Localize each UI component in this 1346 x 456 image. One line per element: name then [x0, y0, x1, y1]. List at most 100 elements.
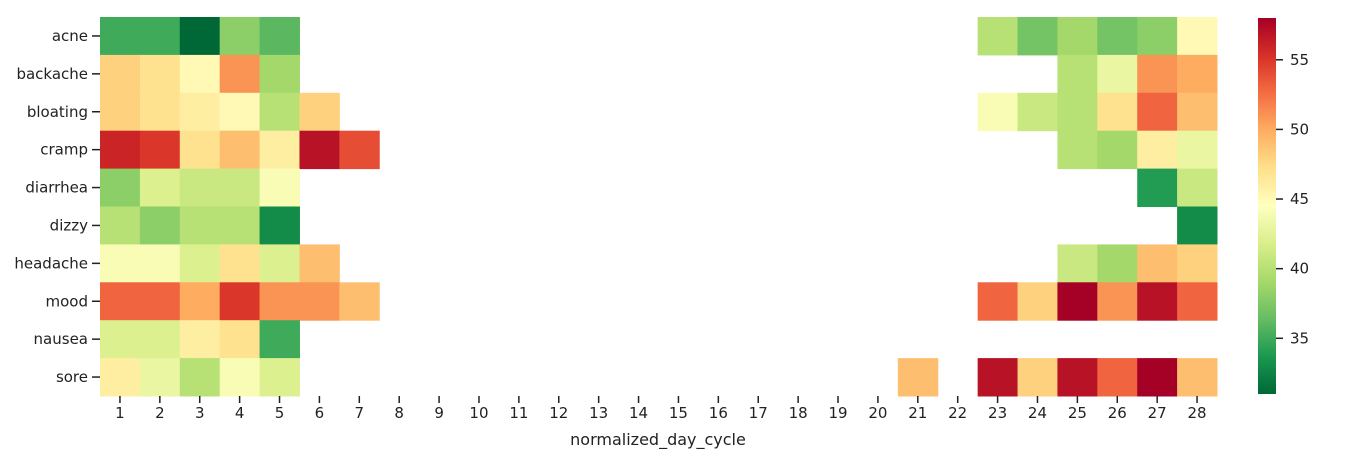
- heatmap-cell: [259, 92, 300, 132]
- y-tick-label: mood: [46, 292, 89, 310]
- x-tick-label: 1: [115, 404, 125, 422]
- heatmap-cells: [100, 17, 1218, 397]
- heatmap-cell: [259, 320, 300, 359]
- heatmap-cell: [1017, 282, 1058, 321]
- heatmap-cell: [100, 320, 141, 359]
- heatmap-cell: [1137, 358, 1178, 397]
- y-axis: acne backache bloating cramp diarrhea dizzy he…: [14, 27, 100, 386]
- heatmap-cell: [1137, 92, 1178, 132]
- heatmap-cell: [219, 17, 261, 56]
- heatmap-cell: [259, 130, 300, 170]
- heatmap-cell: [1137, 54, 1178, 94]
- heatmap-cell: [100, 282, 141, 321]
- heatmap-cell: [1057, 17, 1098, 56]
- x-tick-label: 6: [315, 404, 325, 422]
- x-tick-label: 19: [828, 404, 847, 422]
- heatmap-cell: [139, 358, 181, 397]
- heatmap-cell: [100, 206, 141, 245]
- heatmap-cell: [100, 168, 141, 207]
- heatmap-cell: [139, 320, 181, 359]
- heatmap-cell: [219, 168, 261, 207]
- heatmap-cell: [179, 168, 221, 207]
- heatmap-cell: [179, 130, 221, 170]
- heatmap-cell: [219, 358, 261, 397]
- heatmap-cell: [179, 54, 221, 94]
- x-tick-label: 10: [469, 404, 488, 422]
- heatmap-cell: [1097, 282, 1138, 321]
- heatmap-cell: [100, 17, 141, 56]
- y-tick-label: backache: [16, 65, 88, 83]
- heatmap-cell: [259, 282, 300, 321]
- heatmap-cell: [339, 282, 380, 321]
- heatmap-cell: [139, 92, 181, 132]
- heatmap-cell: [1137, 130, 1178, 170]
- heatmap-cell: [259, 168, 300, 207]
- heatmap-cell: [139, 168, 181, 207]
- heatmap-cell: [139, 17, 181, 56]
- y-tick-label: diarrhea: [25, 179, 88, 197]
- heatmap-cell: [219, 54, 261, 94]
- heatmap-cell: [100, 92, 141, 132]
- x-tick-label: 24: [1028, 404, 1047, 422]
- heatmap-cell: [179, 92, 221, 132]
- x-tick-label: 15: [669, 404, 688, 422]
- heatmap-cell: [1097, 54, 1138, 94]
- heatmap-cell: [1097, 17, 1138, 56]
- heatmap-cell: [139, 244, 181, 283]
- heatmap-cell: [219, 206, 261, 245]
- heatmap-cell: [1097, 244, 1138, 283]
- x-tick-label: 17: [749, 404, 768, 422]
- y-tick-label: headache: [14, 254, 88, 272]
- heatmap-cell: [299, 130, 340, 170]
- heatmap-cell: [100, 358, 141, 397]
- x-tick-label: 28: [1188, 404, 1207, 422]
- x-tick-label: 20: [868, 404, 887, 422]
- heatmap-cell: [1057, 130, 1098, 170]
- heatmap-cell: [179, 282, 221, 321]
- heatmap-cell: [1137, 17, 1178, 56]
- x-tick-label: 14: [629, 404, 648, 422]
- heatmap-cell: [100, 54, 141, 94]
- heatmap-cell: [139, 130, 181, 170]
- heatmap-cell: [1097, 130, 1138, 170]
- heatmap-cell: [139, 282, 181, 321]
- heatmap-cell: [1057, 358, 1098, 397]
- heatmap-cell: [139, 54, 181, 94]
- heatmap-cell: [1057, 54, 1098, 94]
- colorbar-tick-label: 55: [1290, 51, 1309, 69]
- x-tick-label: 9: [434, 404, 444, 422]
- x-tick-label: 3: [195, 404, 205, 422]
- heatmap-cell: [219, 244, 261, 283]
- x-tick-label: 25: [1068, 404, 1087, 422]
- heatmap-cell: [1177, 244, 1218, 283]
- heatmap-cell: [259, 17, 300, 56]
- heatmap-cell: [139, 206, 181, 245]
- heatmap-cell: [259, 244, 300, 283]
- heatmap-cell: [1097, 358, 1138, 397]
- colorbar-tick-label: 50: [1290, 120, 1309, 138]
- heatmap-cell: [100, 130, 141, 170]
- x-tick-label: 2: [155, 404, 165, 422]
- x-tick-label: 16: [709, 404, 728, 422]
- heatmap-cell: [299, 282, 340, 321]
- heatmap-cell: [1177, 54, 1218, 94]
- x-tick-label: 8: [394, 404, 404, 422]
- heatmap-cell: [977, 17, 1019, 56]
- heatmap-cell: [219, 92, 261, 132]
- heatmap-cell: [1017, 17, 1058, 56]
- y-tick-label: nausea: [34, 330, 88, 348]
- y-tick-label: dizzy: [50, 216, 88, 234]
- heatmap-cell: [1177, 282, 1218, 321]
- heatmap-cell: [1057, 244, 1098, 283]
- x-tick-label: 23: [988, 404, 1007, 422]
- heatmap-cell: [897, 358, 939, 397]
- x-tick-label: 7: [355, 404, 365, 422]
- x-tick-label: 13: [589, 404, 608, 422]
- x-tick-label: 5: [275, 404, 285, 422]
- colorbar-tick-label: 45: [1290, 190, 1309, 208]
- heatmap-cell: [179, 358, 221, 397]
- heatmap-cell: [179, 320, 221, 359]
- heatmap-cell: [1177, 358, 1218, 397]
- x-tick-label: 22: [948, 404, 967, 422]
